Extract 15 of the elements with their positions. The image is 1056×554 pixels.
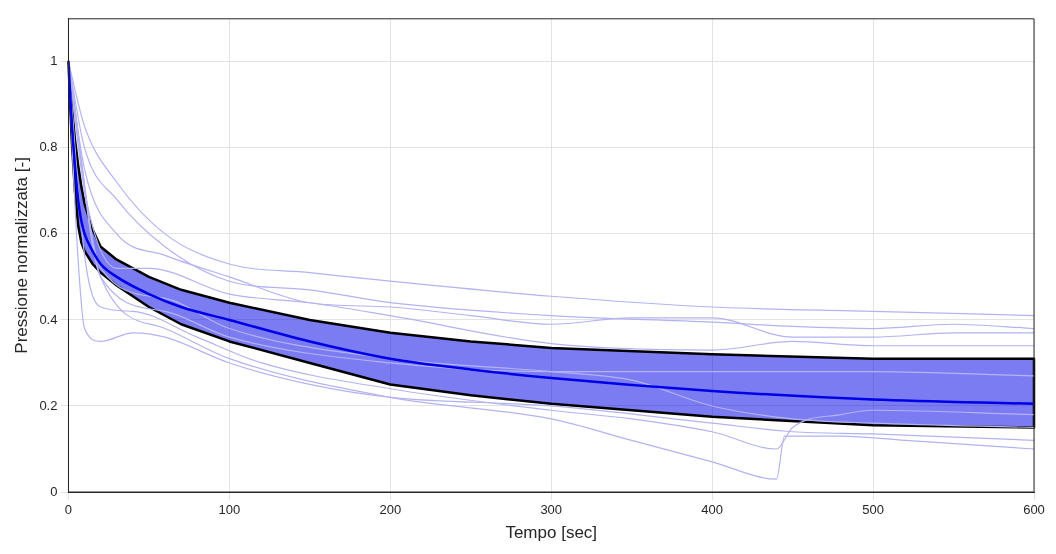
x-tick-label: 500 bbox=[862, 502, 884, 518]
y-tick-label: 0.4 bbox=[39, 311, 58, 327]
y-tick-label: 0 bbox=[50, 483, 58, 499]
y-tick-label: 1 bbox=[50, 53, 58, 69]
x-axis-title: Tempo [sec] bbox=[505, 523, 598, 543]
x-tick-label: 0 bbox=[64, 502, 73, 518]
x-tick-label: 300 bbox=[540, 502, 563, 518]
x-tick-label: 100 bbox=[218, 502, 241, 518]
y-tick-label: 0.2 bbox=[39, 397, 58, 413]
x-tick-label: 600 bbox=[1023, 502, 1045, 518]
y-tick-label: 0.8 bbox=[39, 139, 58, 155]
x-tick-label: 400 bbox=[701, 502, 724, 518]
y-axis-title: Pressione normalizzata [-] bbox=[11, 157, 31, 354]
y-tick-label: 0.6 bbox=[39, 225, 58, 241]
x-tick-label: 200 bbox=[379, 502, 402, 518]
